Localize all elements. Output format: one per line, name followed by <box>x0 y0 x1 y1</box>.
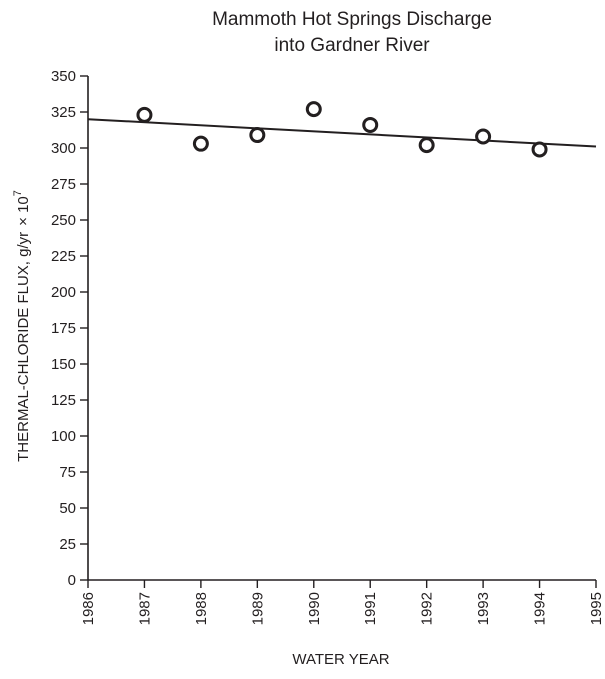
y-axis-label-main: THERMAL-CHLORIDE FLUX, g/yr <box>15 232 32 462</box>
x-tick-label: 1986 <box>80 592 97 625</box>
y-axis-label-unit: × 10 <box>15 196 32 226</box>
x-tick-label: 1993 <box>475 592 492 625</box>
x-tick-label: 1988 <box>193 592 210 625</box>
chart-title-line-1: Mammoth Hot Springs Discharge <box>212 9 492 30</box>
y-tick-label: 200 <box>51 284 76 301</box>
data-point <box>531 141 548 158</box>
chart-title-line-2: into Gardner River <box>274 35 430 56</box>
y-tick-label: 125 <box>51 392 76 409</box>
y-tick-label: 275 <box>51 176 76 193</box>
data-point <box>362 116 379 133</box>
x-axis-label: WATER YEAR <box>292 651 389 668</box>
x-tick-label: 1992 <box>419 592 436 625</box>
x-tick-label: 1987 <box>136 592 153 625</box>
x-tick-label: 1991 <box>362 592 379 625</box>
y-tick-label: 150 <box>51 356 76 373</box>
y-tick-label: 350 <box>51 68 76 85</box>
y-tick-label: 75 <box>59 464 76 481</box>
data-point <box>418 137 435 154</box>
data-point <box>192 135 209 152</box>
data-point <box>136 106 153 123</box>
y-axis-ticks: 0 25 50 75 100 125 150 175 200 225 250 275 300 325 350 <box>51 68 88 589</box>
y-axis-label: THERMAL-CHLORIDE FLUX, g/yr × 107 <box>12 190 32 462</box>
x-axis-ticks: 1986 1987 1988 1989 1990 1991 1992 1993 1994 1995 <box>80 580 605 625</box>
y-tick-label: 0 <box>68 572 76 589</box>
y-tick-label: 300 <box>51 140 76 157</box>
y-tick-label: 225 <box>51 248 76 265</box>
x-tick-label: 1994 <box>532 592 549 625</box>
y-tick-label: 175 <box>51 320 76 337</box>
y-tick-label: 50 <box>59 500 76 517</box>
data-point <box>249 127 266 144</box>
data-points <box>136 101 548 158</box>
y-tick-label: 250 <box>51 212 76 229</box>
x-tick-label: 1990 <box>306 592 323 625</box>
trend-line <box>87 118 597 148</box>
data-point <box>305 101 322 118</box>
y-tick-label: 100 <box>51 428 76 445</box>
y-tick-label: 25 <box>59 536 76 553</box>
x-tick-label: 1995 <box>588 592 605 625</box>
y-tick-label: 325 <box>51 104 76 121</box>
x-tick-label: 1989 <box>249 592 266 625</box>
data-point <box>475 128 492 145</box>
y-axis-label-exponent: 7 <box>12 190 24 196</box>
